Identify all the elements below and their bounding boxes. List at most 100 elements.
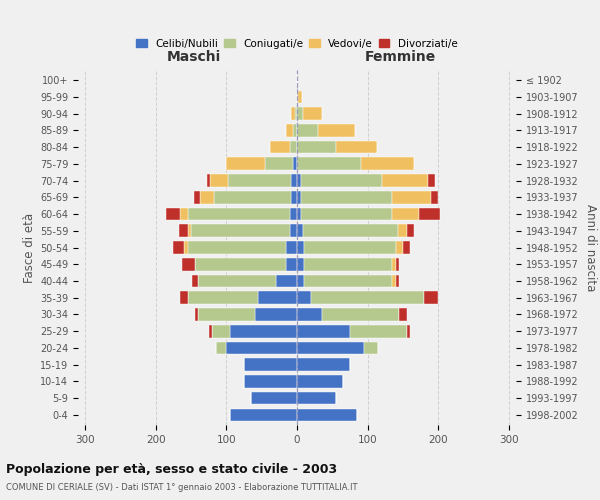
Bar	[226, 158, 265, 170]
Bar	[419, 208, 440, 220]
Bar	[297, 392, 336, 404]
Bar	[254, 308, 297, 321]
Bar	[292, 174, 297, 187]
Bar	[297, 208, 301, 220]
Text: Popolazione per età, sesso e stato civile - 2003: Popolazione per età, sesso e stato civil…	[6, 462, 337, 475]
Bar	[258, 292, 297, 304]
Bar	[286, 124, 293, 136]
Bar	[216, 342, 226, 354]
Bar	[200, 191, 214, 203]
Bar	[424, 292, 438, 304]
Bar	[297, 342, 364, 354]
Bar	[361, 158, 413, 170]
Bar	[297, 241, 304, 254]
Bar	[302, 108, 322, 120]
Bar	[311, 292, 424, 304]
Bar	[191, 224, 290, 237]
Text: Maschi: Maschi	[167, 50, 221, 64]
Bar	[396, 241, 403, 254]
Bar	[428, 174, 435, 187]
Bar	[297, 408, 357, 421]
Bar	[403, 241, 410, 254]
Bar	[286, 241, 297, 254]
Bar	[350, 325, 407, 338]
Bar	[301, 191, 392, 203]
Bar	[297, 224, 302, 237]
Bar	[198, 308, 254, 321]
Bar	[230, 325, 297, 338]
Bar	[184, 241, 187, 254]
Bar	[297, 258, 304, 270]
Bar	[297, 375, 343, 388]
Bar	[304, 258, 392, 270]
Bar	[265, 158, 293, 170]
Bar	[194, 308, 198, 321]
Bar	[392, 274, 396, 287]
Bar	[301, 174, 382, 187]
Bar	[166, 208, 181, 220]
Bar	[226, 342, 297, 354]
Bar	[179, 224, 187, 237]
Bar	[193, 274, 198, 287]
Bar	[187, 292, 258, 304]
Bar	[392, 191, 431, 203]
Bar	[187, 224, 191, 237]
Bar	[194, 191, 200, 203]
Bar	[297, 308, 322, 321]
Bar	[336, 140, 377, 153]
Bar	[297, 90, 298, 103]
Bar	[297, 124, 318, 136]
Bar	[251, 392, 297, 404]
Bar	[382, 174, 428, 187]
Bar	[290, 224, 297, 237]
Bar	[295, 108, 297, 120]
Bar	[297, 174, 301, 187]
Bar	[293, 158, 297, 170]
Bar	[286, 258, 297, 270]
Bar	[297, 292, 311, 304]
Bar	[318, 124, 355, 136]
Bar	[181, 292, 187, 304]
Bar	[181, 208, 187, 220]
Bar	[276, 274, 297, 287]
Bar	[298, 90, 302, 103]
Bar	[292, 108, 295, 120]
Bar	[407, 325, 410, 338]
Bar	[392, 258, 396, 270]
Bar	[297, 140, 336, 153]
Bar	[400, 308, 407, 321]
Bar	[210, 174, 228, 187]
Bar	[194, 258, 286, 270]
Bar	[297, 158, 361, 170]
Bar	[290, 140, 297, 153]
Bar	[209, 325, 212, 338]
Bar	[173, 241, 184, 254]
Bar	[304, 274, 392, 287]
Bar	[198, 274, 276, 287]
Y-axis label: Anni di nascita: Anni di nascita	[584, 204, 597, 291]
Bar	[182, 258, 194, 270]
Bar	[206, 174, 210, 187]
Bar	[228, 174, 292, 187]
Bar	[187, 241, 286, 254]
Bar	[230, 408, 297, 421]
Bar	[244, 358, 297, 371]
Bar	[407, 224, 413, 237]
Bar	[304, 241, 396, 254]
Bar	[302, 224, 398, 237]
Bar	[244, 375, 297, 388]
Bar	[292, 191, 297, 203]
Bar	[364, 342, 378, 354]
Bar	[398, 224, 407, 237]
Bar	[392, 208, 419, 220]
Text: Femmine: Femmine	[364, 50, 436, 64]
Bar	[297, 274, 304, 287]
Bar	[187, 208, 290, 220]
Bar	[214, 191, 292, 203]
Legend: Celibi/Nubili, Coniugati/e, Vedovi/e, Divorziati/e: Celibi/Nubili, Coniugati/e, Vedovi/e, Di…	[132, 34, 462, 52]
Bar	[270, 140, 290, 153]
Bar	[297, 108, 302, 120]
Bar	[290, 208, 297, 220]
Bar	[322, 308, 400, 321]
Bar	[297, 191, 301, 203]
